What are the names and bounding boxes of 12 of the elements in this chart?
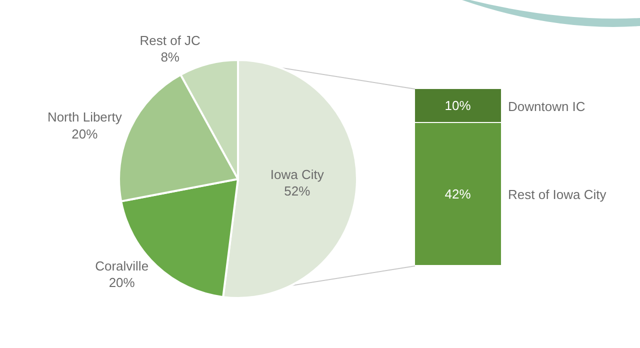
series-label: Downtown IC — [508, 99, 586, 114]
slice-label: North Liberty — [47, 109, 122, 124]
data-label: 52% — [284, 184, 311, 199]
data-label: 20% — [72, 126, 98, 142]
series-label: Rest of Iowa City — [508, 187, 607, 202]
slice-label: Coralville — [95, 258, 149, 274]
slice-label: Iowa City — [270, 166, 324, 182]
data-label: 20% — [108, 275, 136, 290]
data-label: 8% — [160, 50, 180, 65]
data-label: 42% — [444, 186, 472, 202]
slice-label: Rest of JC — [140, 32, 200, 48]
data-label: 10% — [444, 98, 472, 113]
